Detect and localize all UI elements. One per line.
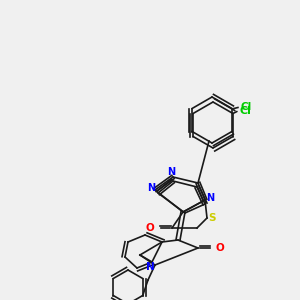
Text: N: N [206,193,214,203]
Text: Cl: Cl [240,103,251,112]
Text: O: O [146,223,154,233]
Text: N: N [146,262,154,272]
Text: O: O [216,243,224,253]
Text: Cl: Cl [240,106,252,116]
Text: S: S [208,213,216,223]
Text: N: N [167,167,175,177]
Text: N: N [147,183,155,193]
